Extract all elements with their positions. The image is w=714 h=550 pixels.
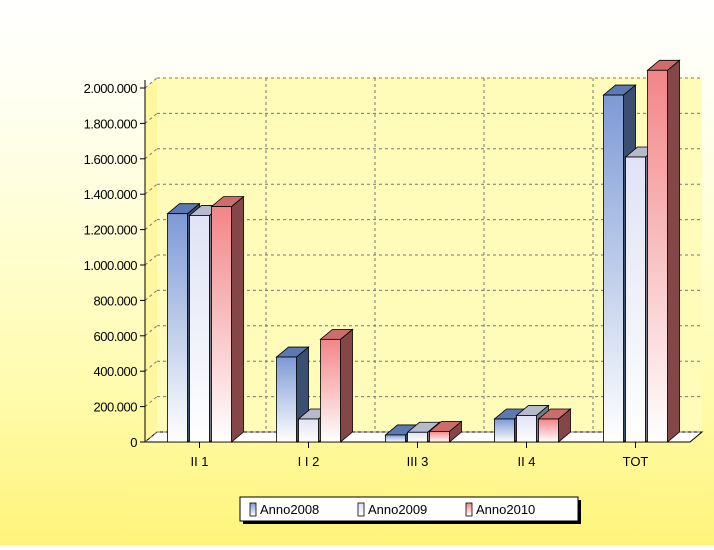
bar: [537, 408, 572, 443]
bar: [428, 420, 463, 443]
bar-front: [429, 430, 450, 443]
y-tick-label: 1.000.000: [84, 258, 138, 273]
bar-front: [538, 418, 559, 443]
bar-front: [407, 431, 428, 443]
bar-side: [340, 328, 353, 443]
x-tick-label: II 1: [190, 454, 208, 469]
bar-front: [320, 338, 341, 443]
gridline-h-side: [144, 396, 158, 407]
bar-front: [494, 418, 515, 443]
bar-front: [625, 156, 646, 443]
legend-swatch: [249, 502, 257, 517]
bar: [319, 328, 354, 443]
legend: Anno2008 Anno2009 Anno2010: [239, 496, 581, 524]
legend-label: Anno2008: [260, 502, 319, 517]
bar-front: [385, 434, 406, 443]
legend-swatch: [357, 502, 365, 517]
bar-front: [647, 69, 668, 443]
gridline-h-side: [144, 360, 158, 372]
gridline-h-side: [144, 113, 158, 124]
y-tick-label: 1.200.000: [84, 223, 138, 238]
y-tick-label: 600.000: [94, 329, 138, 344]
bar-front: [189, 215, 210, 443]
gridline-h-side: [144, 219, 158, 230]
gridline-h-side: [144, 290, 158, 301]
gridline-h-side: [144, 77, 158, 89]
y-tick-label: 200.000: [94, 400, 138, 415]
y-tick-label: 2.000.000: [84, 81, 138, 96]
y-tick-label: 800.000: [94, 293, 138, 308]
legend-box: [239, 496, 579, 522]
gridline-h-side: [144, 431, 158, 443]
gridline-h-side: [144, 325, 158, 337]
bar-front: [211, 206, 232, 443]
legend-label: Anno2010: [476, 502, 535, 517]
gridline-h-side: [144, 183, 158, 195]
x-tick-label: III 3: [407, 454, 429, 469]
y-tick-label: 0: [130, 435, 137, 450]
y-tick-label: 1.600.000: [84, 152, 138, 167]
bar-side: [231, 195, 244, 443]
y-tick-label: 1.800.000: [84, 116, 138, 131]
y-tick-label: 1.400.000: [84, 187, 138, 202]
x-tick-label: TOT: [623, 454, 649, 469]
x-tick-label: I I 2: [298, 454, 320, 469]
bar-side: [667, 59, 680, 443]
x-tick-label: II 4: [517, 454, 535, 469]
bar-front: [516, 415, 537, 443]
bar-front: [298, 418, 319, 443]
y-tick-label: 400.000: [94, 364, 138, 379]
legend-label: Anno2009: [368, 502, 427, 517]
legend-swatch: [465, 502, 473, 517]
gridline-h-side: [144, 148, 158, 160]
bar: [210, 195, 245, 443]
bar-front: [276, 356, 297, 443]
bar: [646, 59, 681, 443]
bar-front: [167, 213, 188, 443]
bar-front: [603, 94, 624, 443]
gridline-h-side: [144, 254, 158, 266]
